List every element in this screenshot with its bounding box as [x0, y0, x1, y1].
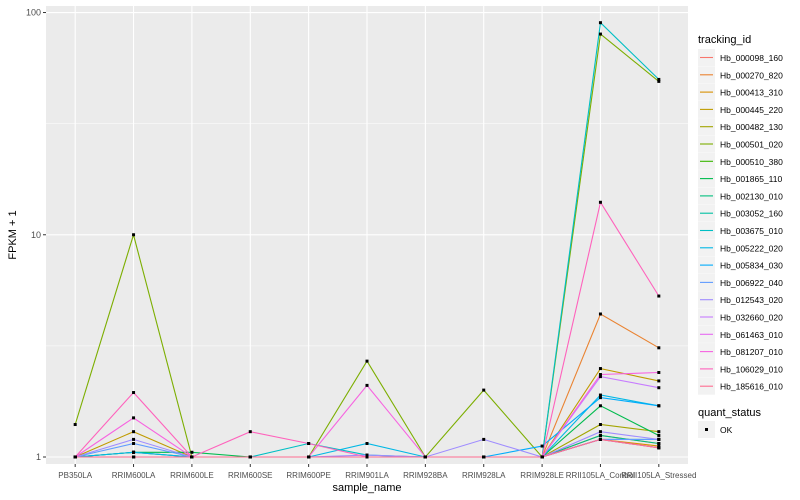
legend-label: Hb_000482_130: [720, 122, 783, 132]
x-tick-label: RRIM600PE: [286, 471, 330, 480]
data-point: [248, 430, 252, 434]
legend-label: Hb_001865_110: [720, 174, 783, 184]
data-point: [657, 371, 661, 375]
data-point: [598, 21, 602, 25]
data-point: [657, 79, 661, 83]
data-point: [657, 437, 661, 441]
data-point: [657, 433, 661, 437]
legend-label: Hb_000270_820: [720, 70, 783, 80]
data-point: [598, 404, 602, 408]
legend-label: Hb_003052_160: [720, 209, 783, 219]
y-axis-label: FPKM + 1: [7, 210, 19, 259]
data-point: [190, 450, 194, 454]
legend-title: tracking_id: [698, 34, 751, 46]
data-point: [482, 455, 486, 459]
axes: 1 10 100 PB350LA RRIM600LA RRIM600LE RRIM600SE…: [26, 8, 696, 480]
y-tick-label: 10: [31, 230, 41, 240]
data-point: [657, 404, 661, 408]
data-point: [248, 455, 252, 459]
legend-label: Hb_000413_310: [720, 88, 783, 98]
x-tick-label: RRIM600LA: [112, 471, 156, 480]
legend-label: Hb_000501_020: [720, 140, 783, 150]
data-point: [540, 455, 544, 459]
legend-label: Hb_185616_010: [720, 382, 783, 392]
y-tick-label: 1: [36, 452, 41, 462]
legend-label: Hb_000098_160: [720, 53, 783, 63]
data-point: [132, 430, 136, 434]
data-point: [598, 433, 602, 437]
legend-label: Hb_005222_020: [720, 243, 783, 253]
legend2-key-point: [705, 428, 708, 431]
data-point: [73, 455, 77, 459]
x-tick-label: RRII105LA_Stressed: [621, 471, 696, 480]
x-axis-label: sample_name: [332, 482, 401, 494]
x-tick-label: RRIM928LA: [462, 471, 506, 480]
data-point: [598, 200, 602, 204]
data-point: [132, 391, 136, 395]
data-point: [598, 312, 602, 316]
data-point: [598, 430, 602, 434]
data-point: [190, 455, 194, 459]
data-point: [365, 359, 369, 363]
data-point: [598, 423, 602, 427]
data-point: [598, 396, 602, 400]
data-point: [598, 32, 602, 36]
data-point: [73, 423, 77, 427]
data-point: [657, 346, 661, 350]
data-point: [657, 442, 661, 446]
legend-label: Hb_012543_020: [720, 295, 783, 305]
y-tick-label: 100: [26, 8, 41, 18]
legend-label: Hb_003675_010: [720, 226, 783, 236]
data-point: [132, 455, 136, 459]
data-point: [598, 437, 602, 441]
data-point: [657, 430, 661, 434]
x-tick-label: RRIM928LE: [520, 471, 564, 480]
legend-label: Hb_002130_010: [720, 191, 783, 201]
data-point: [657, 444, 661, 448]
data-point: [132, 437, 136, 441]
data-point: [307, 455, 311, 459]
data-point: [657, 446, 661, 450]
data-point: [657, 379, 661, 383]
data-point: [365, 442, 369, 446]
legend: tracking_id quant_status Hb_000098_160 Hb…: [698, 34, 783, 438]
legend-label: Hb_061463_010: [720, 330, 783, 340]
data-points: [73, 21, 661, 459]
data-point: [132, 416, 136, 420]
data-point: [598, 393, 602, 397]
legend-label: Hb_032660_020: [720, 313, 783, 323]
legend2-label: OK: [720, 425, 733, 435]
legend-label: Hb_081207_010: [720, 347, 783, 357]
data-point: [657, 77, 661, 81]
data-point: [598, 373, 602, 377]
legend-label: Hb_000445_220: [720, 105, 783, 115]
data-point: [132, 233, 136, 237]
data-point: [657, 386, 661, 390]
x-tick-label: RRIM901LA: [345, 471, 389, 480]
data-point: [132, 450, 136, 454]
data-point: [598, 367, 602, 371]
legend-label: Hb_000510_380: [720, 157, 783, 167]
data-point: [365, 383, 369, 387]
x-tick-label: RRIM600LE: [170, 471, 214, 480]
x-tick-label: PB350LA: [58, 471, 92, 480]
x-tick-label: RRIM600SE: [228, 471, 272, 480]
data-point: [365, 453, 369, 457]
legend-label: Hb_106029_010: [720, 364, 783, 374]
data-point: [540, 444, 544, 448]
data-point: [132, 442, 136, 446]
legend-label: Hb_006922_040: [720, 278, 783, 288]
data-point: [307, 442, 311, 446]
data-point: [657, 294, 661, 298]
data-point: [423, 455, 427, 459]
legend2-title: quant_status: [698, 407, 761, 419]
data-point: [482, 437, 486, 441]
legend-label: Hb_005834_030: [720, 261, 783, 271]
data-point: [598, 375, 602, 379]
x-tick-label: RRII105LA_Control: [566, 471, 636, 480]
data-point: [482, 388, 486, 392]
data-point: [365, 455, 369, 459]
x-tick-label: RRIM928BA: [403, 471, 448, 480]
